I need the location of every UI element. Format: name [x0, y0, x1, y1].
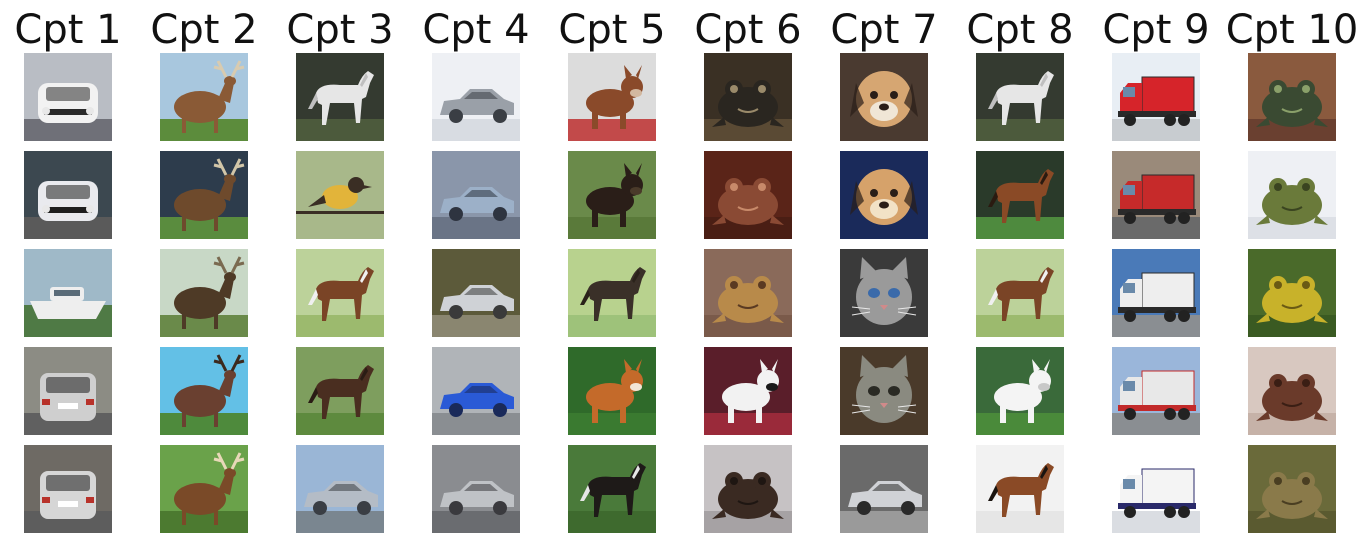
truck-icon — [1112, 53, 1200, 141]
concept-column: Cpt 2 — [136, 0, 272, 547]
concept-title: Cpt 6 — [694, 7, 802, 53]
horse-icon — [296, 53, 384, 141]
car-side-icon — [432, 445, 520, 533]
car-side-icon — [840, 445, 928, 533]
dog-icon — [976, 347, 1064, 435]
frog-icon — [1248, 53, 1336, 141]
horse-icon — [976, 53, 1064, 141]
frog-icon — [704, 151, 792, 239]
concept-column: Cpt 8 — [952, 0, 1088, 547]
truck-icon — [1112, 347, 1200, 435]
concept-title: Cpt 10 — [1225, 7, 1359, 53]
concept-title: Cpt 5 — [558, 7, 666, 53]
deer-icon — [160, 249, 248, 337]
car-front-icon — [24, 151, 112, 239]
car-side-icon — [432, 151, 520, 239]
horse-icon — [976, 445, 1064, 533]
concept-title: Cpt 1 — [14, 7, 122, 53]
concept-column: Cpt 9 — [1088, 0, 1224, 547]
car-side-icon — [432, 249, 520, 337]
deer-icon — [160, 53, 248, 141]
frog-icon — [704, 249, 792, 337]
car-side-icon — [296, 445, 384, 533]
truck-icon — [1112, 249, 1200, 337]
car-side-icon — [432, 53, 520, 141]
concept-title: Cpt 9 — [1102, 7, 1210, 53]
concept-column: Cpt 4 — [408, 0, 544, 547]
concept-title: Cpt 8 — [966, 7, 1074, 53]
dog-icon — [568, 53, 656, 141]
bird-icon — [296, 151, 384, 239]
truck-icon — [1112, 445, 1200, 533]
dog-icon — [568, 347, 656, 435]
frog-icon — [1248, 249, 1336, 337]
concept-title: Cpt 4 — [422, 7, 530, 53]
horse-icon — [296, 249, 384, 337]
concept-column: Cpt 5 — [544, 0, 680, 547]
truck-icon — [1112, 151, 1200, 239]
deer-icon — [160, 347, 248, 435]
frog-icon — [704, 445, 792, 533]
boat-icon — [24, 249, 112, 337]
concept-title: Cpt 3 — [286, 7, 394, 53]
dog-icon — [568, 151, 656, 239]
car-rear-icon — [24, 445, 112, 533]
dog-icon — [704, 347, 792, 435]
concept-column: Cpt 1 — [0, 0, 136, 547]
car-front-icon — [24, 53, 112, 141]
frog-icon — [1248, 445, 1336, 533]
concept-column: Cpt 3 — [272, 0, 408, 547]
concept-column: Cpt 6 — [680, 0, 816, 547]
dog-face-icon — [840, 53, 928, 141]
horse-icon — [296, 347, 384, 435]
frog-icon — [1248, 151, 1336, 239]
horse-icon — [976, 249, 1064, 337]
dog-face-icon — [840, 151, 928, 239]
cat-face-icon — [840, 249, 928, 337]
cat-face-icon — [840, 347, 928, 435]
horse-icon — [976, 151, 1064, 239]
concept-column: Cpt 10 — [1224, 0, 1360, 547]
car-side-icon — [432, 347, 520, 435]
concept-column: Cpt 7 — [816, 0, 952, 547]
deer-icon — [160, 445, 248, 533]
car-rear-icon — [24, 347, 112, 435]
frog-icon — [1248, 347, 1336, 435]
horse-icon — [568, 249, 656, 337]
concept-title: Cpt 2 — [150, 7, 258, 53]
frog-icon — [704, 53, 792, 141]
horse-icon — [568, 445, 656, 533]
concept-title: Cpt 7 — [830, 7, 938, 53]
deer-icon — [160, 151, 248, 239]
